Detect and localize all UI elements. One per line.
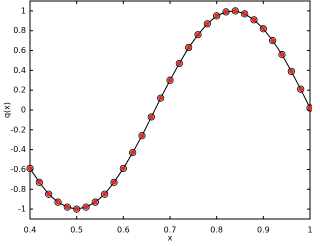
marker [223,9,229,15]
marker-outline [269,37,277,45]
marker [55,199,61,205]
marker-outline [185,43,193,52]
marker [36,179,42,185]
x-tick-label: 0.5 [70,226,83,235]
marker-outline [175,59,183,68]
marker [242,11,248,17]
y-tick-label: -0.4 [10,145,26,154]
marker-outline [278,50,286,59]
marker [139,133,145,139]
marker [176,61,182,66]
marker [195,32,201,38]
marker-outline [250,16,258,24]
marker [92,199,98,205]
marker [279,52,285,57]
y-tick-label: 1 [21,6,26,15]
marker-outline [63,203,71,211]
marker [232,8,238,14]
y-tick-label: 0.4 [13,66,26,75]
marker-outline [287,67,295,75]
y-tick-label: -0.2 [10,125,26,134]
x-tick-label: 0.4 [24,226,37,235]
line [29,10,311,210]
y-tick-label: -1 [18,205,26,214]
marker-outline [147,113,155,121]
marker-outline [297,85,305,93]
marker [167,77,173,83]
marker [102,191,108,197]
x-tick-label: 1 [307,226,312,235]
marker-outline [91,198,99,206]
marker [204,21,210,27]
marker-outline [110,178,118,186]
x-tick-label: 0.8 [210,226,223,235]
marker-outline [231,7,239,15]
marker [288,68,294,74]
marker-outline [119,164,127,173]
marker [307,105,312,111]
marker-outline [45,190,53,198]
marker-outline [73,205,81,213]
marker [130,150,136,156]
marker-outline [306,104,312,112]
y-tick-label: 0.2 [13,86,26,95]
marker-outline [129,149,137,157]
marker-outline [101,190,109,198]
y-tick-label: -0.8 [10,185,26,194]
x-axis-label: x [168,234,173,243]
marker [27,166,33,171]
x-tick-label: 0.7 [164,226,177,235]
marker-outline [35,178,43,186]
marker-outline [82,203,90,211]
marker-outline [213,12,221,20]
marker [46,191,52,197]
marker [298,86,304,92]
marker [111,179,117,185]
y-tick-label: 0.6 [13,46,26,55]
x-tick-label: 0.6 [117,226,130,235]
marker [260,26,266,32]
marker-outline [157,94,165,102]
y-tick-label: 0 [21,106,26,115]
marker-outline [241,10,249,18]
y-tick-label: -0.6 [10,165,26,174]
marker [120,166,126,171]
marker-outline [259,25,267,33]
marker [186,45,192,50]
marker-outline [54,198,62,206]
marker-outline [203,20,211,28]
marker-outline [26,164,34,173]
marker [270,38,276,44]
marker [64,204,70,210]
marker-outline [138,132,146,140]
marker [158,95,164,101]
marker-outline [222,8,230,16]
y-axis-label: q(x) [3,102,12,118]
marker-outline [166,76,174,84]
marker-outline [194,31,202,39]
marker [251,17,257,23]
plot-frame [29,0,311,220]
marker [214,13,220,19]
marker [74,206,80,212]
marker [83,204,89,210]
chart: x q(x) -1 -0.8 -0.6 -0.4 -0.2 0 0.2 0.4 0.6 0.8 1 0… [3,0,312,243]
x-tick-label: 0.9 [257,226,270,235]
marker [148,114,154,120]
y-tick-label: 0.8 [13,26,26,35]
